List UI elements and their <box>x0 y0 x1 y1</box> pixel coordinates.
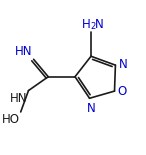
Text: 2: 2 <box>90 22 96 31</box>
Text: N: N <box>86 102 95 115</box>
Text: O: O <box>118 85 127 98</box>
Text: N: N <box>95 18 104 31</box>
Text: HO: HO <box>2 113 20 126</box>
Text: HN: HN <box>14 45 32 58</box>
Text: H: H <box>82 18 90 31</box>
Text: HN: HN <box>10 92 28 105</box>
Text: N: N <box>119 58 127 71</box>
